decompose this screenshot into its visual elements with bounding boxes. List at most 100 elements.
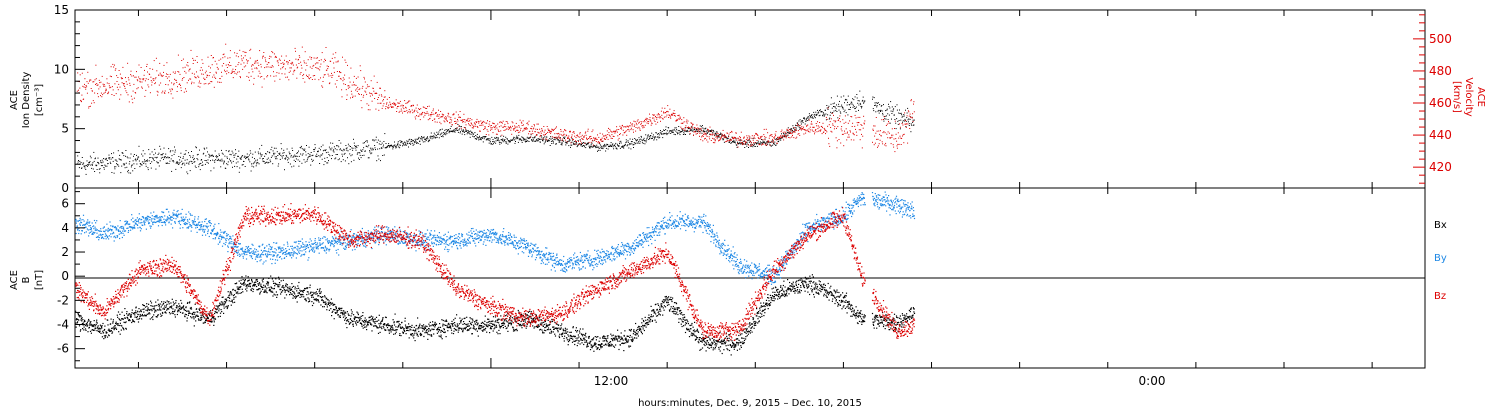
top-point-density <box>906 112 908 114</box>
top-point-density <box>175 162 177 164</box>
top-point-density <box>77 155 79 157</box>
top-point-density <box>150 167 152 169</box>
top-point-density <box>791 128 793 130</box>
top-point-density <box>810 117 812 119</box>
top-point-velocity <box>640 121 642 122</box>
top-point-density <box>320 149 321 151</box>
bottom-point-bx <box>149 318 151 320</box>
top-point-density <box>294 154 296 156</box>
top-point-velocity <box>236 73 238 75</box>
bottom-point-bx <box>243 280 246 282</box>
top-point-velocity <box>693 134 694 136</box>
top-point-velocity <box>698 128 700 130</box>
bottom-point-bx <box>187 301 189 304</box>
top-point-velocity <box>378 94 380 96</box>
top-point-density <box>322 144 324 146</box>
top-point-velocity <box>549 130 551 132</box>
top-point-velocity <box>247 60 249 62</box>
top-point-density <box>468 132 470 134</box>
top-point-density <box>616 147 618 149</box>
top-point-density <box>753 144 755 146</box>
top-point-velocity <box>618 129 620 130</box>
bottom-point-bx <box>365 321 367 323</box>
bottom-point-bx <box>198 319 200 321</box>
top-point-velocity <box>702 140 704 142</box>
top-point-density <box>341 153 343 155</box>
top-point-density <box>265 162 267 163</box>
top-point-density <box>353 142 355 144</box>
top-point-density <box>517 141 519 143</box>
top-point-density <box>188 161 190 163</box>
top-point-velocity <box>342 77 344 79</box>
top-point-velocity <box>315 67 317 68</box>
bottom-point-bx <box>153 305 155 307</box>
bottom-point-bx <box>309 284 311 286</box>
bottom-point-bx <box>158 304 160 306</box>
top-point-density <box>786 130 788 132</box>
top-point-velocity <box>259 72 261 74</box>
top-point-density <box>777 137 779 139</box>
top-point-velocity <box>721 136 722 138</box>
bottom-point-bx <box>251 278 253 281</box>
top-point-velocity <box>890 143 892 145</box>
top-point-density <box>886 108 888 110</box>
top-point-density <box>545 140 546 142</box>
top-point-velocity <box>847 136 849 138</box>
bottom-point-bx <box>352 325 354 327</box>
bottom-point-bx <box>140 311 142 313</box>
top-point-velocity <box>486 122 488 124</box>
top-point-density <box>826 107 828 109</box>
top-point-velocity <box>756 134 758 136</box>
bottom-point-bx <box>150 302 153 304</box>
top-point-density <box>611 144 613 146</box>
top-point-density <box>287 161 289 163</box>
top-point-density <box>440 136 442 137</box>
bottom-point-bx <box>215 305 217 307</box>
top-point-velocity <box>632 123 634 125</box>
top-point-velocity <box>411 105 413 107</box>
top-point-velocity <box>660 120 661 122</box>
bottom-point-bx <box>367 322 369 324</box>
top-point-velocity <box>583 135 585 137</box>
top-point-density <box>818 115 820 117</box>
bottom-point-bx <box>89 322 91 324</box>
top-point-density <box>97 157 99 159</box>
top-point-velocity <box>178 71 180 73</box>
bottom-point-bx <box>374 322 376 325</box>
top-point-velocity <box>243 62 245 64</box>
top-point-velocity <box>701 135 703 137</box>
top-point-velocity <box>527 124 529 126</box>
top-point-velocity <box>501 121 502 123</box>
top-point-density <box>801 120 803 122</box>
top-point-velocity <box>323 74 325 76</box>
top-point-density <box>590 143 592 145</box>
top-point-velocity <box>462 119 464 120</box>
top-point-velocity <box>87 71 89 73</box>
top-point-velocity <box>795 128 796 130</box>
top-point-velocity <box>335 52 337 54</box>
top-point-density <box>169 157 170 159</box>
top-point-velocity <box>446 117 447 119</box>
top-point-density <box>663 130 665 131</box>
top-point-density <box>556 143 557 145</box>
top-point-velocity <box>457 120 459 122</box>
top-point-density <box>689 133 691 135</box>
bottom-point-bx <box>311 296 313 298</box>
top-point-velocity <box>507 126 509 128</box>
bottom-point-bx <box>220 301 222 303</box>
top-point-velocity <box>405 106 406 108</box>
top-point-density <box>351 154 353 156</box>
top-point-density <box>309 155 310 157</box>
top-point-velocity <box>298 55 300 57</box>
top-point-velocity <box>320 63 322 65</box>
top-point-velocity <box>409 112 411 114</box>
top-point-density <box>133 154 135 155</box>
top-point-density <box>540 138 542 140</box>
top-point-density <box>534 140 536 142</box>
top-point-velocity <box>694 127 696 129</box>
bottom-point-bx <box>142 315 144 317</box>
bottom-point-bx <box>133 320 135 322</box>
bottom-point-bx <box>296 295 299 297</box>
top-point-density <box>365 140 367 142</box>
bottom-point-bx <box>161 314 163 316</box>
